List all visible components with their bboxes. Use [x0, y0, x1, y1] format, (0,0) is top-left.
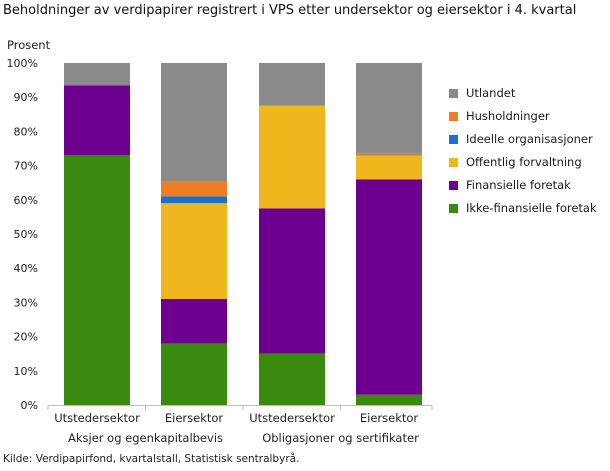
legend-item: Husholdninger [449, 108, 550, 124]
y-tick-label: 70% [14, 160, 38, 173]
legend-label: Utlandet [466, 86, 516, 100]
bar-segment [259, 353, 325, 405]
x-group-label: Aksjer og egenkapitalbevis [68, 431, 223, 445]
bar-segment [161, 180, 227, 197]
bar-segment [356, 179, 422, 395]
chart-title: Beholdninger av verdipapirer registrert … [3, 3, 577, 18]
legend-swatch [449, 180, 458, 190]
legend-swatch [449, 111, 458, 121]
legend-item: Ikke-finansielle foretak [449, 200, 597, 216]
bar-segment [161, 203, 227, 299]
legend-item: Ideelle organisasjoner [449, 131, 593, 147]
x-tick-label: Eiersektor [360, 411, 419, 425]
legend: Utlandet Husholdninger Ideelle organisas… [435, 80, 605, 240]
y-tick-label: 50% [14, 228, 38, 241]
bar-segment [356, 63, 422, 153]
x-tick-label: Eiersektor [165, 411, 224, 425]
y-tick-label: 100% [7, 57, 38, 70]
legend-label: Ideelle organisasjoner [466, 132, 593, 146]
y-tick-label: 20% [14, 331, 38, 344]
bar-segment [161, 196, 227, 204]
legend-label: Husholdninger [466, 109, 550, 123]
x-tick-label: Utstedersektor [54, 411, 140, 425]
y-tick-label: 60% [14, 194, 38, 207]
legend-swatch [449, 134, 458, 144]
bar-segment [161, 343, 227, 405]
bar-segment [259, 63, 325, 106]
y-tick-label: 40% [14, 262, 38, 275]
bar-segment [161, 63, 227, 181]
bar-segment [64, 63, 130, 86]
legend-label: Finansielle foretak [466, 178, 571, 192]
legend-label: Offentlig forvaltning [466, 155, 582, 169]
bar-segment [356, 152, 422, 155]
y-tick-label: 90% [14, 91, 38, 104]
bar-segment [356, 394, 422, 405]
legend-swatch [449, 157, 458, 167]
y-axis-label: Prosent [7, 38, 51, 52]
y-tick-label: 80% [14, 125, 38, 138]
bar-segment [259, 105, 325, 209]
y-tick-label: 30% [14, 296, 38, 309]
x-tick-label: Utstedersektor [249, 411, 335, 425]
legend-label: Ikke-finansielle foretak [466, 201, 597, 215]
legend-item: Offentlig forvaltning [449, 154, 582, 170]
bar-segment [259, 208, 325, 354]
source-note: Kilde: Verdipapirfond, kvartalstall, Sta… [3, 453, 300, 465]
bar-segment [356, 154, 422, 156]
y-tick-label: 10% [14, 365, 38, 378]
legend-swatch [449, 88, 458, 98]
bar-segment [356, 155, 422, 180]
legend-item: Finansielle foretak [449, 177, 571, 193]
legend-swatch [449, 203, 458, 213]
bar-segment [64, 155, 130, 405]
bar-segment [64, 85, 130, 156]
x-group-label: Obligasjoner og sertifikater [262, 431, 419, 445]
bar-segment [161, 298, 227, 344]
legend-item: Utlandet [449, 85, 515, 101]
y-tick-label: 0% [21, 399, 38, 412]
